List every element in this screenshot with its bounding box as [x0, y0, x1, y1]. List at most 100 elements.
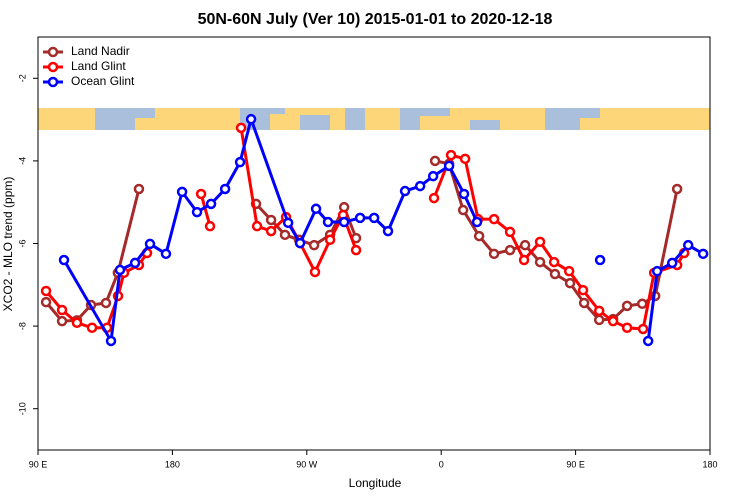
data-point — [488, 213, 500, 225]
data-point — [251, 220, 263, 232]
data-point — [578, 297, 590, 309]
data-point — [279, 229, 291, 241]
world-map-band — [38, 108, 710, 130]
data-point — [133, 183, 145, 195]
data-point — [219, 183, 231, 195]
legend-label: Ocean Glint — [71, 74, 135, 88]
data-point — [282, 217, 294, 229]
data-point — [195, 188, 207, 200]
data-point — [310, 203, 322, 215]
data-point — [564, 277, 576, 289]
data-point — [191, 206, 203, 218]
data-point — [414, 180, 426, 192]
y-tick-label: -4 — [17, 157, 27, 165]
data-point — [265, 214, 277, 226]
data-point — [71, 317, 83, 329]
data-point — [204, 220, 216, 232]
y-tick-label: -10 — [17, 402, 27, 415]
data-point — [519, 239, 531, 251]
legend-marker — [47, 61, 59, 73]
data-point — [324, 234, 336, 246]
data-point — [458, 188, 470, 200]
data-point — [593, 305, 605, 317]
data-point — [593, 314, 605, 326]
data-point — [636, 298, 648, 310]
data-point — [382, 225, 394, 237]
data-point — [445, 149, 457, 161]
data-point — [205, 198, 217, 210]
data-point — [504, 244, 516, 256]
data-point — [518, 254, 530, 266]
data-point — [651, 265, 663, 277]
data-point — [309, 266, 321, 278]
data-point — [504, 226, 516, 238]
data-point — [350, 244, 362, 256]
data-point — [457, 204, 469, 216]
data-point — [577, 284, 589, 296]
data-point — [621, 300, 633, 312]
data-point — [56, 304, 68, 316]
x-tick-label: 90 E — [29, 459, 48, 469]
y-tick-label: -8 — [17, 322, 27, 330]
data-point — [338, 216, 350, 228]
data-point — [40, 296, 52, 308]
data-point — [368, 212, 380, 224]
data-point — [471, 216, 483, 228]
data-point — [428, 192, 440, 204]
data-point — [427, 170, 439, 182]
data-point — [534, 256, 546, 268]
x-tick-label: 90 E — [566, 459, 585, 469]
x-tick-label: 90 W — [296, 459, 318, 469]
data-point — [294, 237, 306, 249]
data-point — [129, 257, 141, 269]
data-point — [308, 239, 320, 251]
data-point — [621, 322, 633, 334]
data-point — [245, 113, 257, 125]
data-point — [607, 315, 619, 327]
data-point — [473, 230, 485, 242]
data-point — [354, 212, 366, 224]
data-point — [594, 254, 606, 266]
legend-marker — [47, 46, 59, 58]
x-tick-label: 180 — [165, 459, 180, 469]
data-point — [549, 268, 561, 280]
data-point — [443, 160, 455, 172]
data-point — [666, 257, 678, 269]
data-point — [671, 183, 683, 195]
data-point — [160, 248, 172, 260]
data-point — [144, 238, 156, 250]
data-point — [100, 297, 112, 309]
y-tick-label: -6 — [17, 239, 27, 247]
data-point — [488, 248, 500, 260]
data-point — [534, 236, 546, 248]
data-point — [642, 335, 654, 347]
data-point — [56, 315, 68, 327]
data-point — [86, 322, 98, 334]
plot-frame — [37, 36, 711, 451]
y-axis-label: XCO2 - MLO trend (ppm) — [1, 177, 15, 312]
data-point — [105, 335, 117, 347]
data-point — [235, 122, 247, 134]
data-point — [548, 256, 560, 268]
series-line — [432, 153, 686, 331]
data-point — [429, 155, 441, 167]
legend-label: Land Nadir — [71, 44, 130, 58]
data-point — [682, 239, 694, 251]
data-point — [114, 264, 126, 276]
y-tick-label: -2 — [17, 74, 27, 82]
data-point — [563, 265, 575, 277]
data-point — [697, 248, 709, 260]
data-point — [265, 225, 277, 237]
data-point — [322, 216, 334, 228]
data-point — [459, 153, 471, 165]
x-axis-label: Longitude — [349, 476, 402, 490]
data-point — [234, 156, 246, 168]
data-point — [399, 185, 411, 197]
data-point — [58, 254, 70, 266]
data-point — [40, 285, 52, 297]
legend-marker — [47, 76, 59, 88]
x-tick-label: 0 — [439, 459, 444, 469]
chart-title: 50N-60N July (Ver 10) 2015-01-01 to 2020… — [198, 11, 553, 28]
data-point — [637, 323, 649, 335]
